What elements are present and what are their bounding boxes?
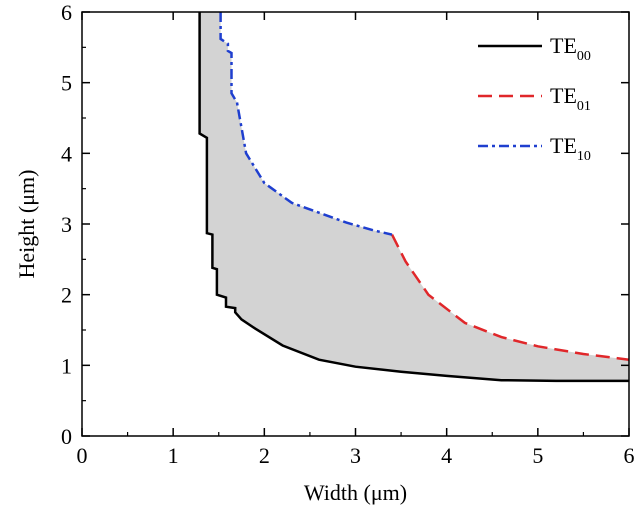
y-axis: 0 1 2 3 4 5 6 [61,0,629,449]
y-tick-label: 5 [61,71,72,96]
x-tick-label: 4 [441,443,452,468]
series-line-te01 [390,234,630,361]
series-line-te00 [198,12,629,383]
y-tick-label: 0 [61,424,72,449]
legend-label-te00: TE00 [550,33,591,64]
y-tick-label: 2 [61,283,72,308]
y-tick-label: 1 [61,353,72,378]
x-axis-title: Width (μm) [304,480,407,505]
feasible-region-fill [199,12,629,381]
series-line-te10 [219,12,393,236]
legend: TE00 TE01 TE10 [478,33,591,164]
legend-label-te01: TE01 [550,83,591,114]
x-tick-label: 6 [624,443,635,468]
x-axis: 0 1 2 3 4 5 6 [77,12,635,468]
y-axis-title: Height (μm) [14,170,39,279]
x-tick-label: 0 [77,443,88,468]
x-tick-label: 2 [259,443,270,468]
x-tick-label: 1 [168,443,179,468]
y-tick-label: 6 [61,0,72,25]
legend-label-te10: TE10 [550,133,591,164]
series-layer [198,12,630,383]
y-tick-label: 4 [61,141,72,166]
x-tick-label: 5 [532,443,543,468]
x-tick-label: 3 [350,443,361,468]
y-tick-label: 3 [61,212,72,237]
